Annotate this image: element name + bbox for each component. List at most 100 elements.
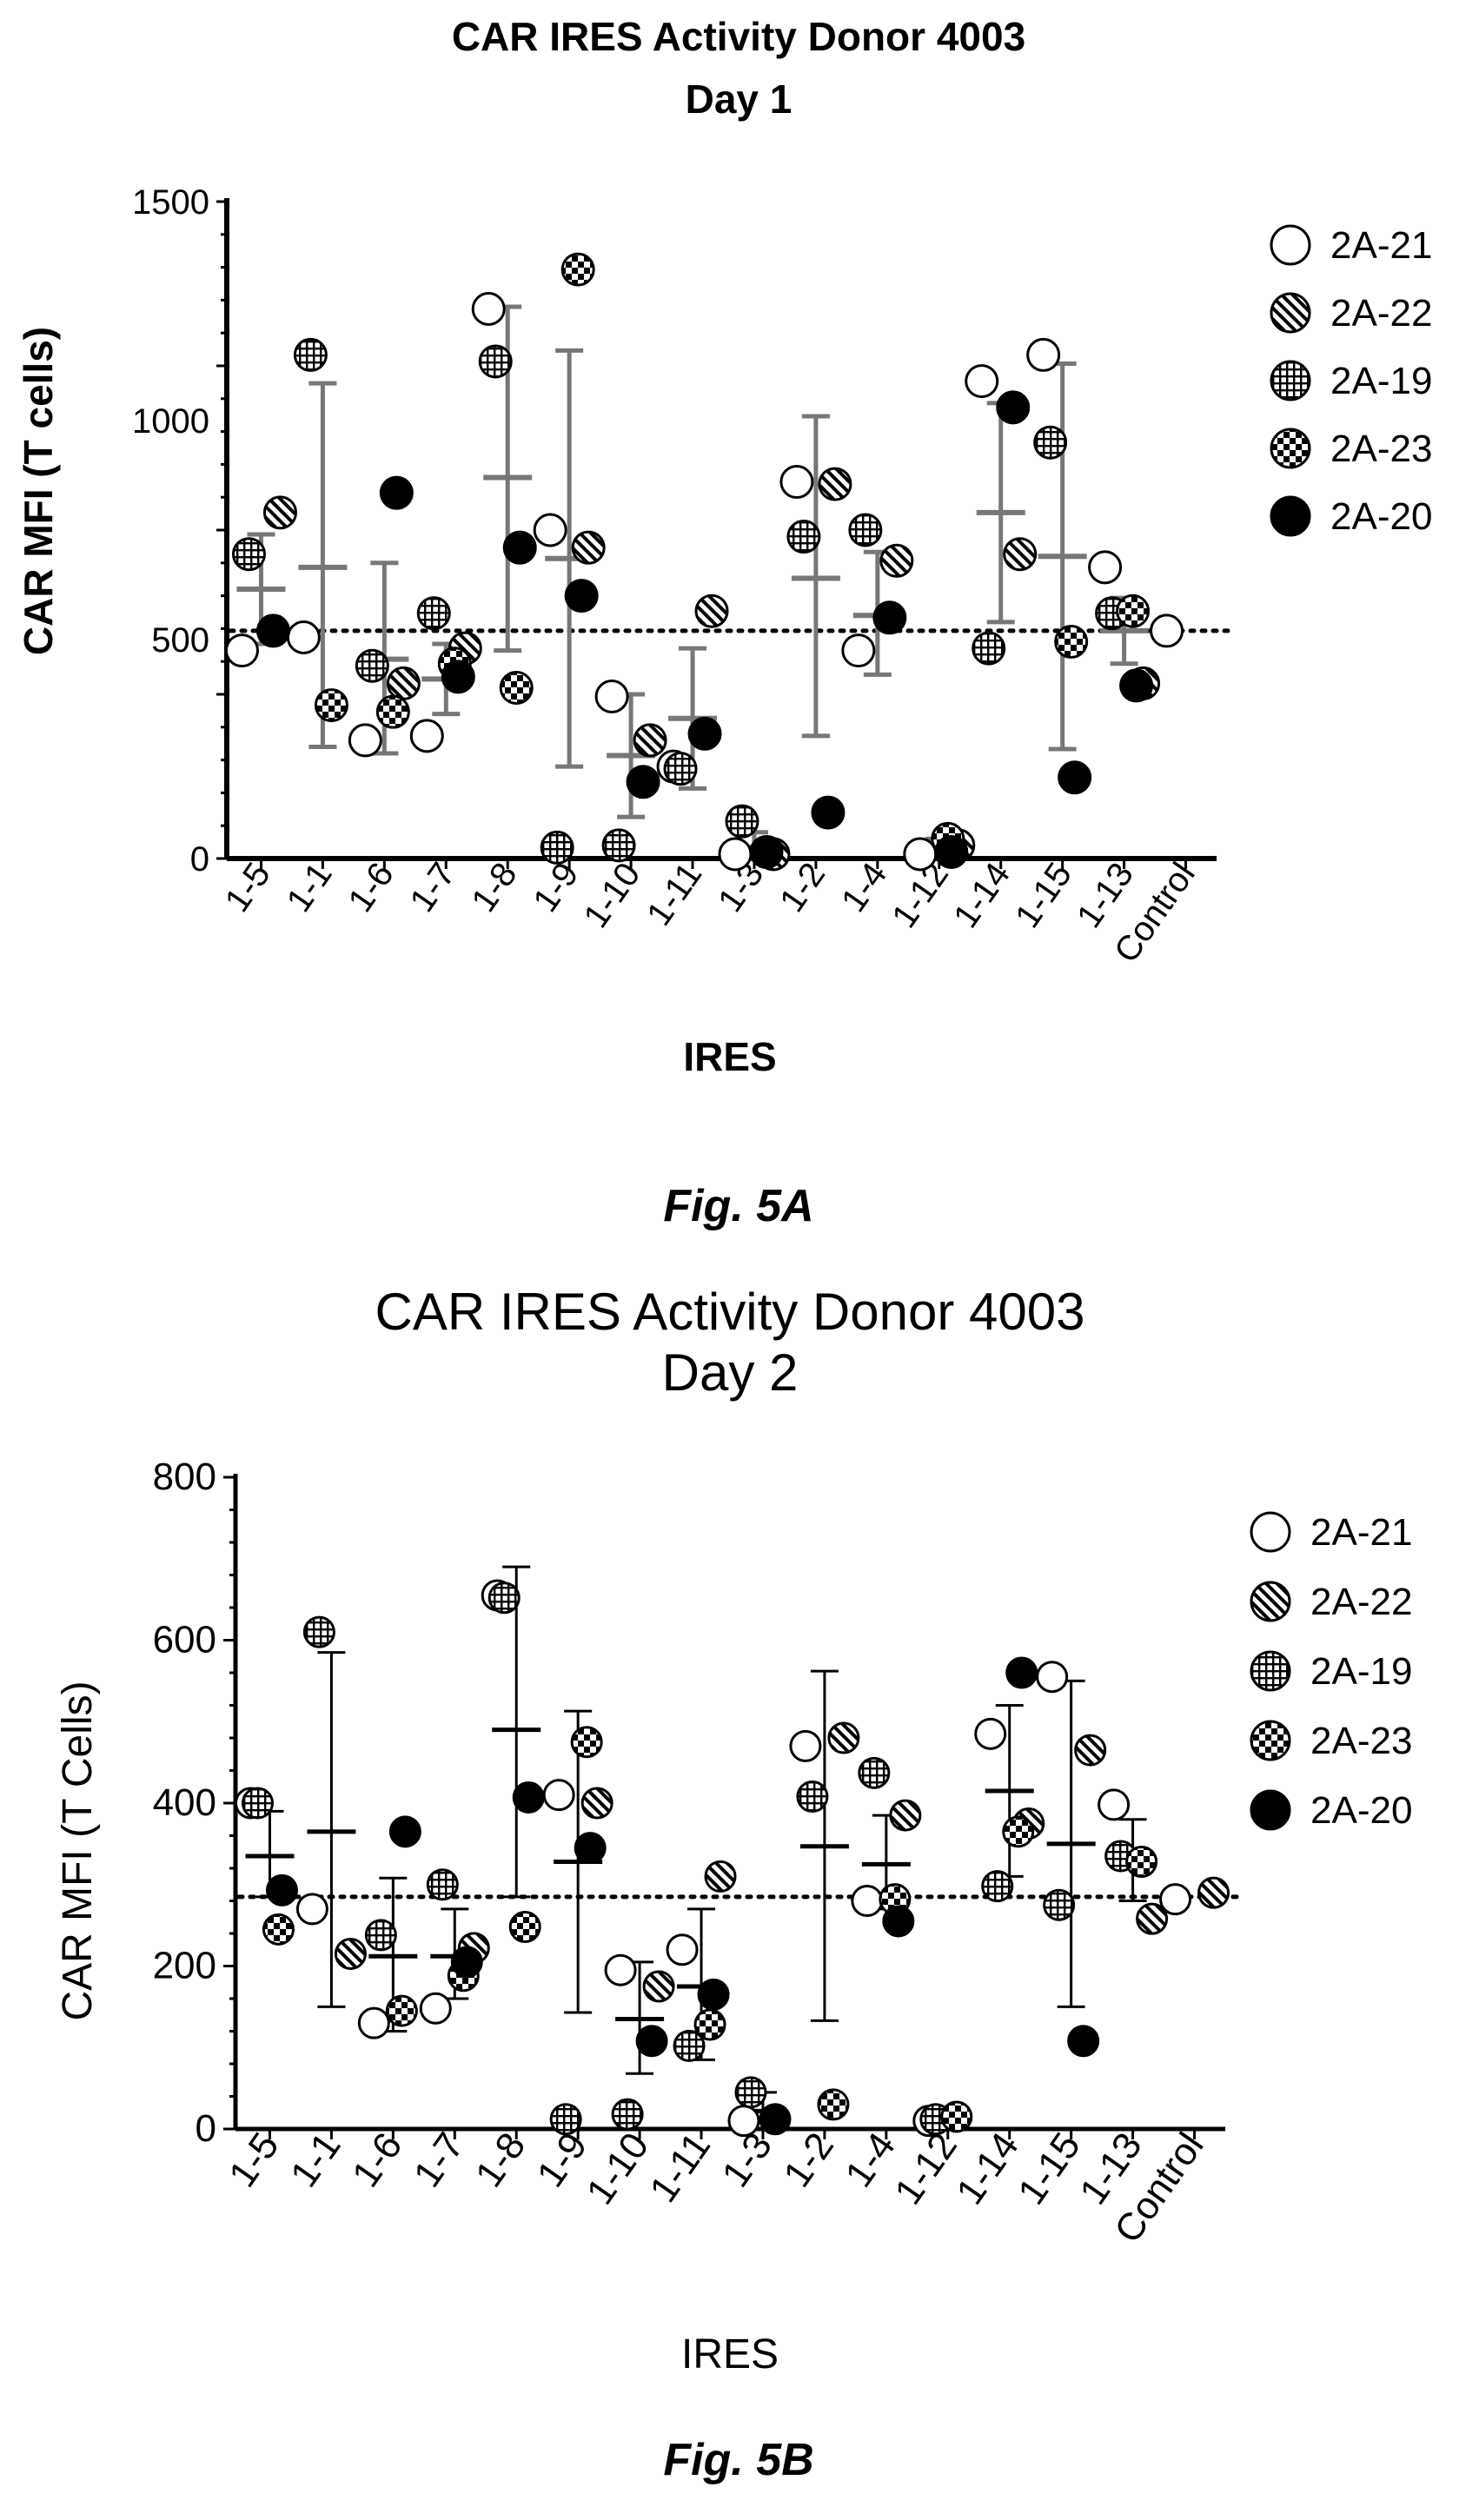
- data-point-2a-19-1-4: [858, 1756, 891, 1789]
- legend-label: 2A-21: [1330, 224, 1432, 267]
- legend-label: 2A-20: [1310, 1789, 1412, 1832]
- data-point-2a-22-1-13: [1136, 1902, 1169, 1935]
- legend-item-2a-21: 2A-21: [1270, 224, 1432, 267]
- y-tick-label: 500: [151, 621, 209, 660]
- legend-label: 2A-19: [1310, 1650, 1412, 1693]
- data-point-2a-19-1-3: [725, 804, 759, 839]
- error-bar-1-2: [799, 1669, 849, 2022]
- data-point-2a-23-1-13: [1116, 594, 1151, 628]
- legend-marker: [1250, 1581, 1291, 1622]
- data-point-2a-20-1-3: [759, 2103, 792, 2136]
- data-point-2a-20-1-15: [1067, 2025, 1100, 2058]
- legend-item-2a-20: 2A-20: [1250, 1789, 1412, 1832]
- error-bar-1-14: [976, 401, 1025, 625]
- data-point-2a-19-1-15: [1033, 425, 1068, 460]
- data-point-2a-21-1-9: [533, 513, 567, 547]
- data-point-2a-19-1-9: [549, 2103, 582, 2136]
- error-bar-1-1: [298, 381, 348, 749]
- data-point-2a-21-control: [1159, 1883, 1192, 1916]
- x-tick-label: 1-10: [579, 2125, 658, 2212]
- y-axis-label: CAR MFI (T Cells): [55, 1681, 101, 2020]
- data-point-2a-21-1-2: [779, 465, 814, 500]
- legend-item-2a-20: 2A-20: [1270, 495, 1432, 538]
- x-tick-label: 1-2: [775, 2125, 842, 2195]
- data-point-2a-23-1-9: [560, 252, 595, 287]
- data-point-2a-20-1-9: [564, 579, 599, 613]
- data-point-2a-21-1-15: [1026, 337, 1061, 372]
- error-bar-1-15: [1046, 1679, 1096, 2008]
- data-point-2a-21-1-14: [974, 1717, 1007, 1750]
- legend-item-2a-23: 2A-23: [1270, 428, 1432, 470]
- data-point-2a-21-1-10: [594, 680, 629, 714]
- data-point-2a-19-1-11: [673, 2029, 706, 2062]
- data-point-2a-22-1-11: [694, 594, 729, 628]
- chart-title: CAR IRES Activity Donor 4003: [375, 1283, 1084, 1341]
- data-point-2a-20-1-10: [626, 765, 660, 799]
- legend-label: 2A-23: [1330, 428, 1432, 470]
- data-point-2a-19-1-14: [972, 631, 1006, 666]
- data-point-2a-20-1-10: [635, 2025, 668, 2058]
- y-tick-label: 400: [153, 1781, 216, 1824]
- legend-marker: [1270, 224, 1311, 266]
- data-point-2a-20-1-4: [872, 600, 907, 635]
- data-point-2a-20-1-3: [749, 834, 784, 869]
- data-point-2a-19-1-6: [355, 648, 389, 683]
- y-axis-label: CAR MFI (T cells): [16, 327, 61, 655]
- data-point-2a-19-1-3: [734, 2076, 767, 2109]
- x-tick-label: 1-1: [282, 2125, 349, 2195]
- y-tick-label: 600: [153, 1619, 216, 1661]
- data-point-2a-19-1-2: [796, 1781, 829, 1813]
- data-point-2a-20-1-7: [441, 660, 475, 694]
- x-tick-label: 1-10: [577, 856, 648, 935]
- x-tick-label: 1-5: [221, 2125, 288, 2195]
- x-tick-label: 1-12: [886, 2125, 965, 2212]
- x-tick-label: 1-7: [402, 856, 462, 919]
- x-tick-label: 1-9: [526, 856, 586, 919]
- data-point-2a-22-1-2: [827, 1721, 860, 1754]
- data-point-2a-19-1-6: [364, 1919, 397, 1952]
- y-tick-label: 1000: [132, 402, 209, 441]
- x-tick-label: 1-15: [1010, 2125, 1089, 2212]
- legend-item-2a-19: 2A-19: [1250, 1650, 1412, 1693]
- data-point-2a-21-1-13: [1088, 550, 1123, 585]
- data-point-2a-21-1-14: [965, 364, 999, 399]
- data-point-2a-20-1-6: [379, 475, 414, 510]
- error-bar-1-8: [492, 1565, 541, 1899]
- x-tick-label: 1-4: [834, 856, 894, 919]
- data-point-2a-22-1-9: [580, 1787, 613, 1820]
- x-tick-label: 1-11: [640, 856, 709, 932]
- data-point-2a-23-1-6: [385, 1994, 418, 2027]
- data-point-2a-20-1-11: [697, 1978, 730, 2011]
- data-point-2a-21-1-6: [357, 2006, 390, 2039]
- data-point-2a-22-control: [1197, 1876, 1230, 1909]
- error-bar-1-15: [1038, 361, 1087, 752]
- legend-label: 2A-22: [1330, 292, 1432, 335]
- data-point-2a-19-1-1: [293, 337, 328, 372]
- data-point-2a-21-1-8: [471, 291, 506, 326]
- legend-item-2a-22: 2A-22: [1270, 292, 1432, 335]
- data-point-2a-20-1-6: [388, 1815, 421, 1848]
- data-point-2a-19-1-4: [848, 513, 883, 547]
- data-point-2a-21-1-11: [666, 1933, 699, 1966]
- legend-marker: [1270, 428, 1311, 469]
- data-point-2a-19-1-9: [540, 830, 574, 865]
- data-point-2a-23-1-8: [508, 1911, 541, 1943]
- x-tick-label: 1-8: [468, 2125, 534, 2195]
- chart-title: CAR IRES Activity Donor 4003: [452, 14, 1025, 59]
- legend-marker: [1250, 1720, 1291, 1761]
- data-point-2a-22-1-5: [262, 495, 297, 530]
- legend-label: 2A-22: [1310, 1581, 1412, 1623]
- data-point-2a-20-1-14: [996, 390, 1031, 425]
- data-point-2a-20-1-5: [265, 1873, 298, 1907]
- data-point-2a-21-1-4: [841, 633, 876, 668]
- data-point-2a-20-1-15: [1058, 760, 1092, 795]
- data-point-2a-19-1-8: [478, 344, 513, 379]
- data-point-2a-21-1-13: [1098, 1788, 1131, 1821]
- data-point-2a-22-1-10: [642, 1970, 675, 2003]
- data-point-2a-23-1-8: [499, 670, 534, 705]
- data-point-2a-23-1-9: [570, 1726, 603, 1759]
- data-point-2a-22-1-15: [1074, 1734, 1107, 1767]
- data-point-2a-20-1-14: [1005, 1656, 1038, 1689]
- data-point-2a-23-1-13: [1125, 1846, 1158, 1878]
- y-tick-label: 0: [196, 2107, 216, 2150]
